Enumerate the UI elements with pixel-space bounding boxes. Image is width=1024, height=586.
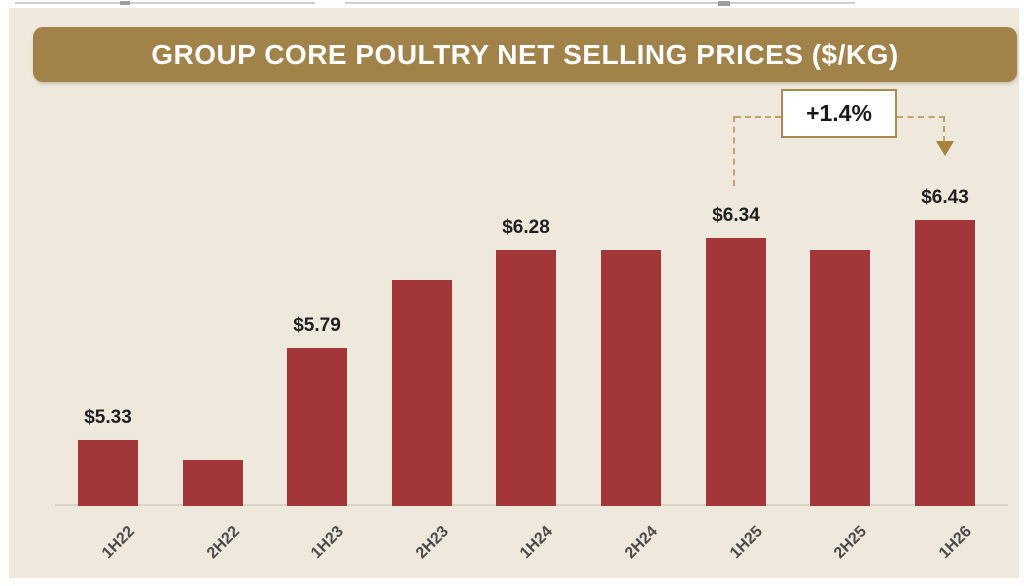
chart-title: GROUP CORE POULTRY NET SELLING PRICES ($… [151,38,899,70]
bar-1H23 [287,348,347,506]
bar-2H25 [810,250,870,506]
annotation-box: +1.4% [781,89,897,138]
cropped-top-edge-line [15,2,315,4]
bar-value-label-1H22: $5.33 [84,407,132,428]
bar-value-label-1H25: $6.34 [712,205,760,226]
arrow-down-icon [936,141,954,156]
bar-1H26 [915,220,975,506]
bar-value-label-1H24: $6.28 [502,217,550,238]
annotation-percentage: +1.4% [806,100,872,126]
bar-value-label-1H23: $5.79 [293,315,341,336]
annotation-connector-right-vertical [943,116,945,142]
bar-1H25 [706,238,766,506]
bar-2H24 [601,250,661,506]
bar-1H22 [78,440,138,506]
bar-2H22 [183,460,243,506]
cropped-top-edge-mark [718,1,730,6]
annotation-connector-left-vertical [733,116,735,186]
bar-2H23 [392,280,452,506]
cropped-top-edge-mark [120,1,130,5]
annotation-connector-right-horizontal [897,116,945,118]
bar-value-label-1H26: $6.43 [921,187,969,208]
bar-1H24 [496,250,556,506]
annotation-connector-left-horizontal [735,116,781,118]
chart-title-banner: GROUP CORE POULTRY NET SELLING PRICES ($… [33,27,1017,82]
cropped-top-edge-line [345,2,855,4]
